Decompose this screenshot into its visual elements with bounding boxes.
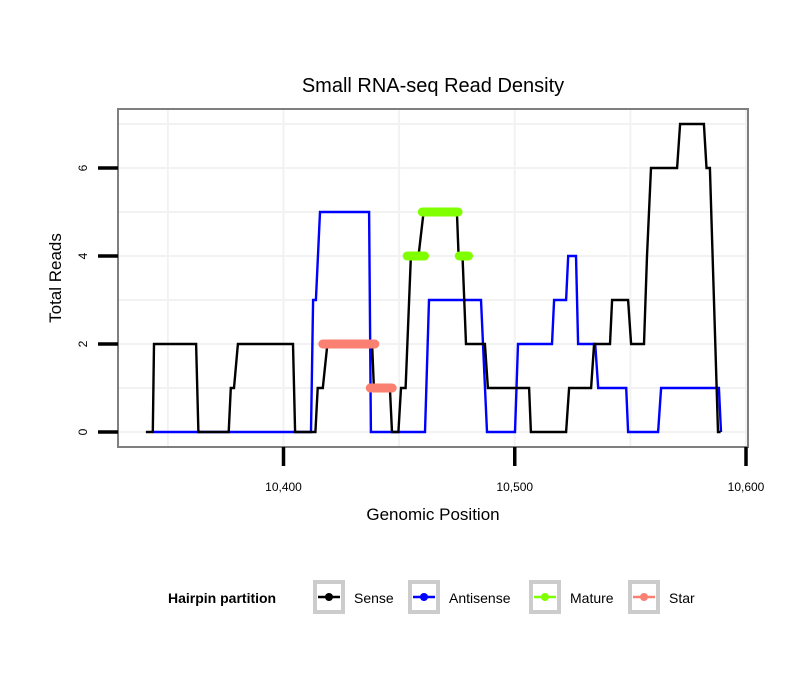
series-layer: [145, 122, 723, 434]
y-tick-label: 4: [76, 252, 90, 259]
legend-label-sense: Sense: [354, 590, 394, 606]
x-tick-label: 10,400: [265, 480, 302, 494]
legend-label-mature: Mature: [570, 590, 614, 606]
y-tick-label: 6: [76, 164, 90, 171]
legend-label-antisense: Antisense: [449, 590, 511, 606]
y-tick-label: 0: [76, 428, 90, 435]
grid-lines: [118, 109, 748, 447]
series-line-antisense: [154, 210, 723, 434]
y-axis: 0 2 4 6: [76, 164, 118, 435]
plot-background: [118, 109, 748, 447]
y-axis-title: Total Reads: [46, 233, 65, 323]
legend-key-mature: [529, 580, 561, 614]
legend: Hairpin partition Sense Antisense Mature St…: [168, 580, 695, 614]
legend-key-point-sense: [325, 593, 333, 601]
x-tick-label: 10,500: [496, 480, 533, 494]
x-axis-title: Genomic Position: [366, 505, 499, 524]
legend-key-point-mature: [541, 593, 549, 601]
legend-label-star: Star: [669, 590, 695, 606]
plot-panel-border: [117, 108, 749, 448]
legend-key-point-antisense: [420, 593, 428, 601]
x-tick-label: 10,600: [728, 480, 765, 494]
chart-title: Small RNA-seq Read Density: [302, 75, 564, 97]
legend-key-point-star: [640, 593, 648, 601]
legend-title: Hairpin partition: [168, 590, 276, 606]
y-tick-label: 2: [76, 340, 90, 347]
x-axis: 10,400 10,500 10,600: [265, 447, 765, 494]
